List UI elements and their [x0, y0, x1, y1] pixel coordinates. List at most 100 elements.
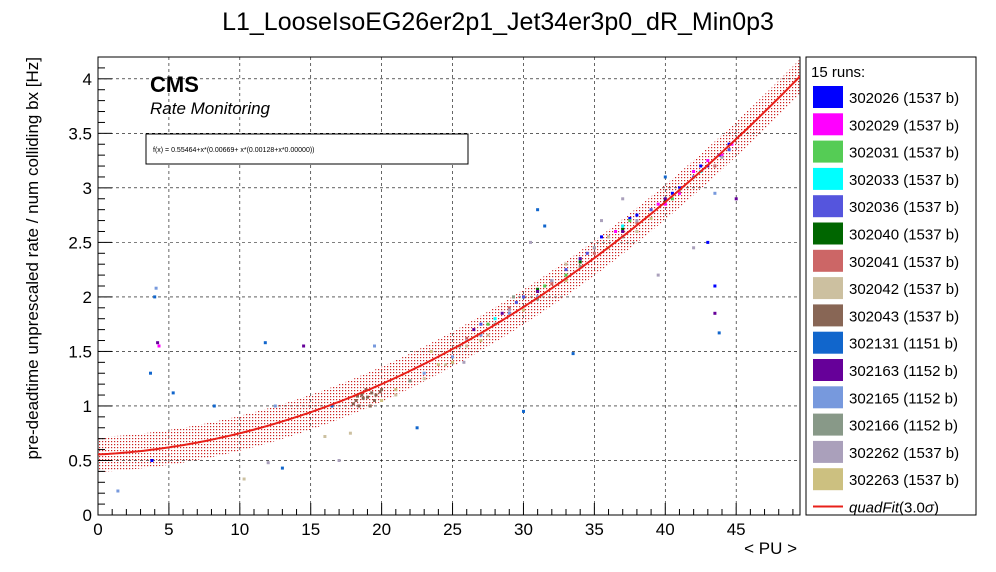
- cms-label: CMS: [150, 72, 199, 97]
- data-point: [373, 344, 376, 348]
- legend-swatch: [813, 331, 843, 354]
- legend-swatch: [813, 440, 843, 463]
- y-tick-label: 4: [83, 70, 92, 89]
- data-point: [408, 379, 412, 383]
- data-point: [507, 311, 511, 315]
- data-point: [150, 459, 154, 462]
- data-point: [154, 286, 158, 290]
- data-point: [720, 155, 724, 159]
- data-point: [663, 175, 667, 179]
- legend-swatch: [813, 413, 843, 436]
- data-point: [720, 153, 724, 157]
- x-tick-label: 15: [301, 520, 320, 539]
- legend-label: 302026 (1537 b): [849, 90, 959, 107]
- data-point: [699, 164, 703, 168]
- data-point: [536, 297, 540, 301]
- legend-swatch: [813, 468, 843, 491]
- legend-label: 302165 (1152 b): [849, 390, 958, 407]
- data-point: [536, 287, 540, 291]
- data-point: [157, 344, 161, 348]
- data-point: [713, 164, 717, 168]
- data-point: [361, 396, 365, 400]
- data-point: [472, 328, 476, 332]
- data-point: [366, 395, 369, 399]
- data-point: [323, 435, 327, 438]
- legend-swatch: [813, 386, 843, 409]
- data-point: [543, 224, 547, 228]
- x-tick-label: 35: [585, 520, 604, 539]
- data-point: [571, 352, 575, 356]
- data-point: [635, 221, 639, 225]
- data-point: [356, 394, 359, 398]
- legend-label: 302042 (1537 b): [849, 281, 959, 298]
- fit-band: [98, 59, 800, 472]
- data-point: [600, 235, 603, 239]
- legend-header: 15 runs:: [811, 64, 865, 81]
- data-point: [360, 393, 364, 397]
- x-tick-label: 30: [514, 520, 533, 539]
- data-point: [486, 333, 490, 337]
- fit-uncertainty-band: [98, 59, 800, 472]
- data-point: [727, 148, 731, 152]
- data-point: [564, 268, 568, 272]
- data-point: [649, 216, 653, 220]
- data-point: [507, 308, 511, 312]
- legend-label: 302131 (1151 b): [849, 336, 958, 353]
- y-tick-label: 2: [83, 288, 92, 307]
- data-point: [543, 284, 547, 288]
- data-point: [263, 341, 267, 345]
- data-point: [522, 308, 525, 312]
- data-point: [242, 477, 246, 481]
- data-point: [394, 388, 398, 392]
- data-point: [156, 341, 160, 345]
- chart-title: L1_LooseIsoEG26er2p1_Jet34er3p0_dR_Min0p…: [222, 8, 774, 36]
- data-point: [351, 402, 355, 406]
- data-point: [512, 295, 515, 299]
- data-point: [550, 279, 554, 282]
- data-point: [465, 344, 469, 348]
- data-point: [273, 404, 277, 408]
- data-point: [692, 170, 696, 173]
- x-tick-label: 10: [230, 520, 249, 539]
- legend-label: 302040 (1537 b): [849, 227, 959, 244]
- data-point: [592, 246, 596, 250]
- legend-swatch: [813, 277, 843, 300]
- legend-label: 302263 (1537 b): [849, 472, 959, 489]
- data-point: [614, 230, 618, 233]
- x-tick-label: 5: [164, 520, 173, 539]
- y-tick-label: 1: [83, 397, 92, 416]
- y-tick-label: 3: [83, 179, 92, 198]
- legend-label: 302262 (1537 b): [849, 445, 959, 462]
- data-point: [500, 311, 504, 315]
- data-point: [536, 208, 540, 212]
- data-point: [465, 336, 469, 340]
- data-point: [578, 257, 582, 261]
- data-point: [536, 290, 540, 293]
- legend-swatch: [813, 113, 843, 136]
- data-point: [364, 388, 368, 392]
- legend-swatch: [813, 195, 843, 218]
- data-point: [373, 399, 376, 402]
- data-point: [678, 191, 681, 195]
- y-tick-label: 0.5: [68, 451, 92, 470]
- legend-swatch: [813, 140, 843, 163]
- data-point: [628, 219, 632, 223]
- fit-formula: f(x) = 0.55464+x*(0.00669+ x*(0.00128+x*…: [153, 147, 315, 154]
- legend-label: 302166 (1152 b): [849, 418, 958, 435]
- data-point: [678, 186, 681, 190]
- data-point: [734, 197, 738, 201]
- x-axis-label: < PU >: [744, 539, 797, 558]
- data-point: [621, 224, 625, 228]
- data-point: [479, 333, 483, 337]
- data-point: [692, 246, 696, 250]
- data-point: [635, 213, 639, 217]
- data-point: [380, 388, 384, 392]
- x-tick-label: 20: [372, 520, 391, 539]
- data-point: [149, 371, 152, 375]
- data-point: [280, 466, 284, 470]
- data-point: [656, 202, 660, 206]
- y-tick-label: 2.5: [68, 233, 92, 252]
- legend-label: 302033 (1537 b): [849, 172, 959, 189]
- legend-label: 302163 (1152 b): [849, 363, 958, 380]
